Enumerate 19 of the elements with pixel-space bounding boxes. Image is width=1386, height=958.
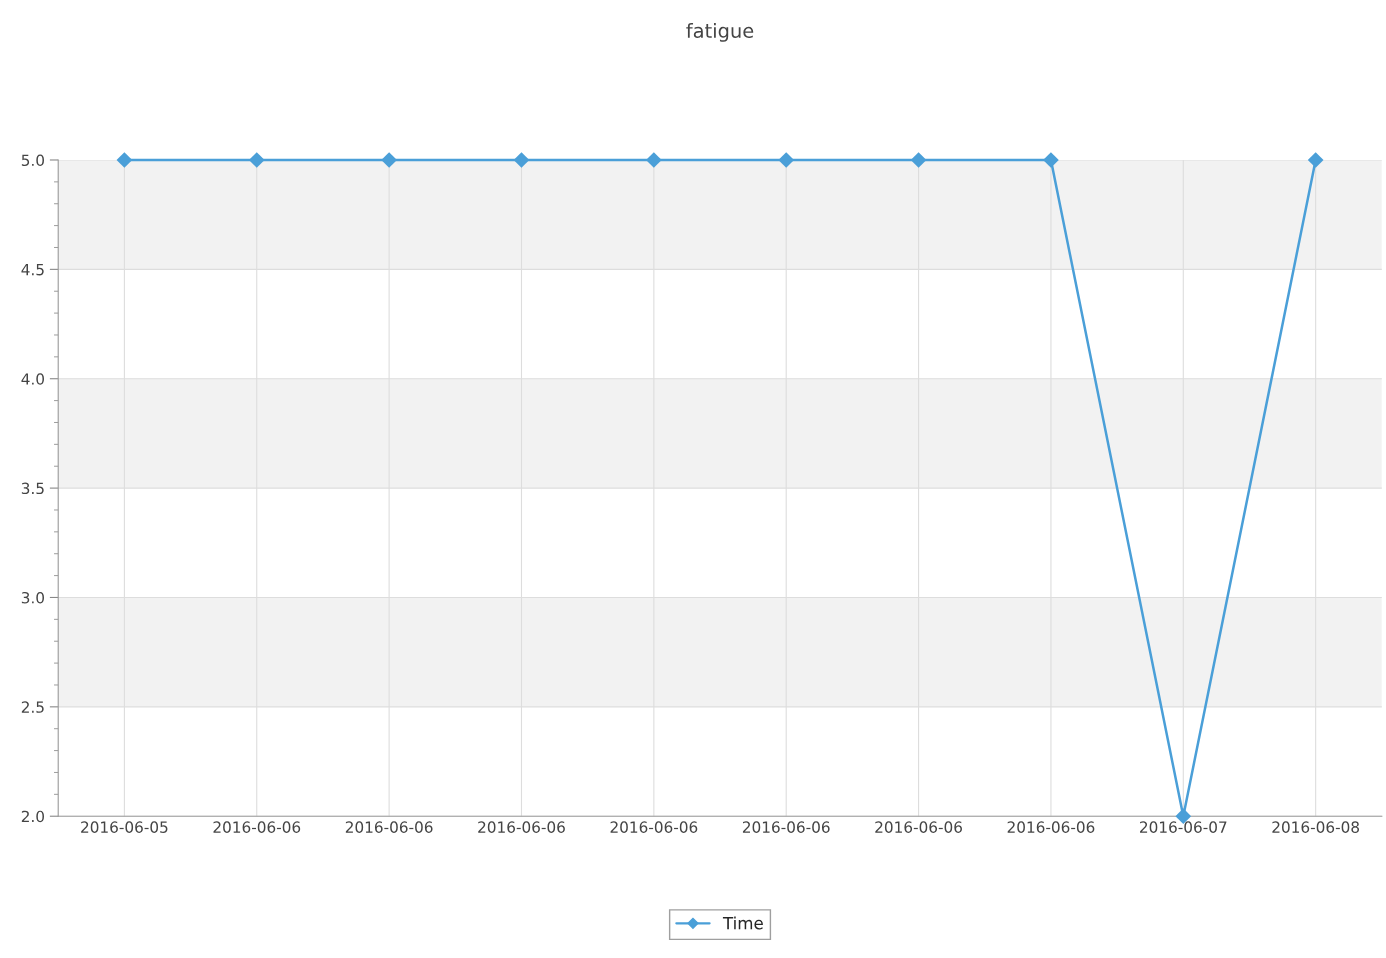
legend-label: Time: [722, 916, 763, 930]
x-tick-label: 2016-06-06: [875, 821, 962, 833]
y-tick-label: 2.0: [21, 810, 44, 823]
x-tick-label: 2016-06-07: [1140, 821, 1227, 833]
y-tick-label: 2.5: [21, 701, 44, 713]
chart-title: fatigue: [686, 22, 754, 42]
y-tick-label: 3.0: [21, 591, 44, 604]
y-tick-label: 4.0: [21, 373, 44, 385]
y-tick-label: 5.0: [21, 154, 44, 167]
y-tick-label: 4.5: [21, 264, 44, 276]
y-tick-label: 3.5: [21, 482, 44, 495]
x-tick-label: 2016-06-08: [1272, 821, 1360, 833]
x-tick-label: 2016-06-05: [81, 821, 168, 833]
x-tick-label: 2016-06-06: [742, 821, 830, 833]
x-tick-label: 2016-06-06: [478, 821, 565, 833]
x-tick-label: 2016-06-06: [610, 821, 698, 833]
x-tick-label: 2016-06-06: [1007, 821, 1095, 833]
x-tick-label: 2016-06-06: [213, 821, 301, 833]
x-tick-label: 2016-06-06: [345, 821, 433, 833]
